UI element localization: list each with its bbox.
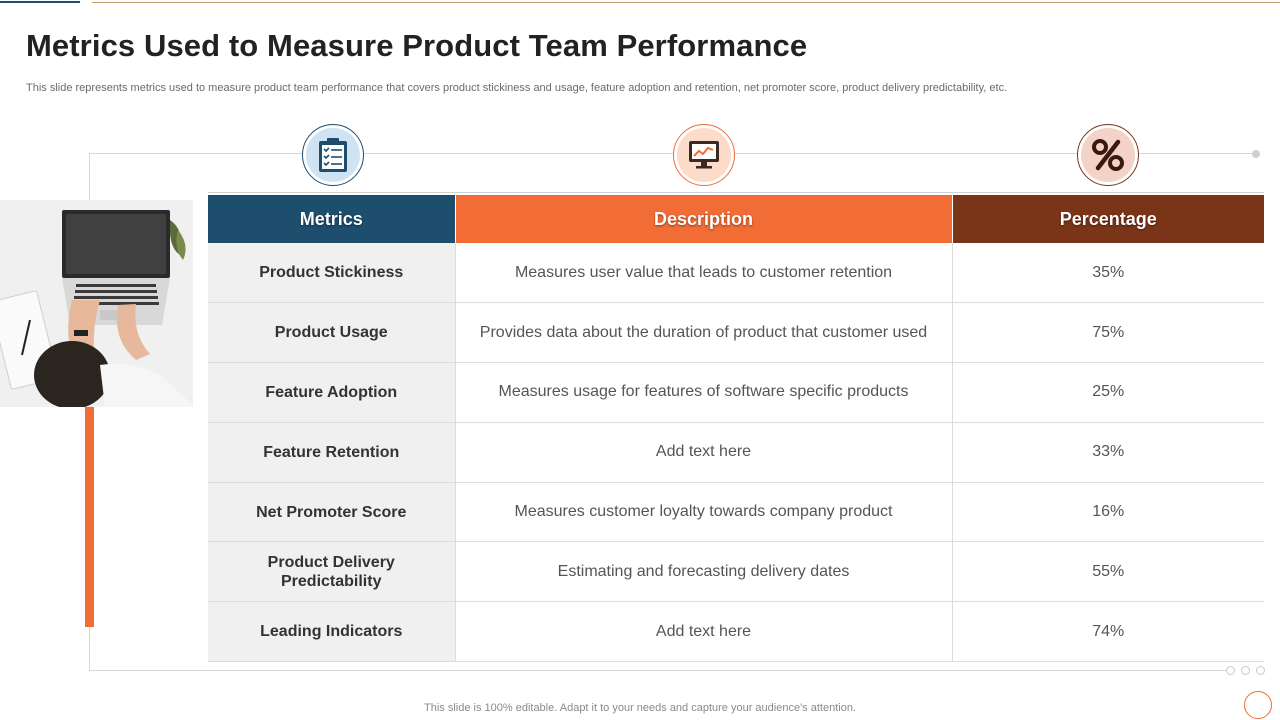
metric-cell: Net Promoter Score <box>208 482 455 543</box>
table-header-row: Metrics Description Percentage <box>208 195 1264 243</box>
description-icon-badge <box>673 124 735 186</box>
percent-icon <box>1092 139 1124 171</box>
table-row: Feature Adoption Measures usage for feat… <box>208 362 1264 423</box>
table-row: Product Stickiness Measures user value t… <box>208 243 1264 304</box>
corner-decoration-circle <box>1244 691 1272 719</box>
workspace-photo <box>0 200 193 407</box>
percentage-icon-badge <box>1077 124 1139 186</box>
metric-cell: Product Delivery Predictability <box>208 541 455 603</box>
percentage-cell: 33% <box>951 422 1264 483</box>
percentage-cell: 75% <box>951 302 1264 364</box>
header-metrics: Metrics <box>208 195 455 243</box>
top-divider-rule <box>92 2 1280 3</box>
table-row: Product Delivery Predictability Estimati… <box>208 541 1264 603</box>
table-row: Feature Retention Add text here 33% <box>208 422 1264 483</box>
pager-dot <box>1241 666 1250 675</box>
description-cell: Add text here <box>454 601 952 663</box>
top-accent-rule <box>0 1 80 3</box>
table-row: Leading Indicators Add text here 74% <box>208 601 1264 663</box>
percentage-cell: 55% <box>951 541 1264 603</box>
pager-dot <box>1226 666 1235 675</box>
table-row: Net Promoter Score Measures customer loy… <box>208 482 1264 543</box>
description-cell: Add text here <box>454 422 952 483</box>
metrics-icon-badge <box>302 124 364 186</box>
table-row: Product Usage Provides data about the du… <box>208 302 1264 364</box>
header-percentage: Percentage <box>951 195 1264 243</box>
slide-subtitle: This slide represents metrics used to me… <box>26 82 1008 94</box>
metrics-table: Metrics Description Percentage Product S… <box>208 195 1264 663</box>
orange-accent-bar <box>85 404 94 627</box>
frame-end-dot <box>1252 150 1260 158</box>
description-cell: Estimating and forecasting delivery date… <box>454 541 952 603</box>
metric-cell: Product Usage <box>208 302 455 364</box>
percentage-cell: 25% <box>951 362 1264 423</box>
table-top-rule <box>208 192 1264 193</box>
description-cell: Measures user value that leads to custom… <box>454 243 952 304</box>
percentage-cell: 35% <box>951 243 1264 304</box>
monitor-chart-icon <box>689 141 719 169</box>
metric-cell: Product Stickiness <box>208 243 455 304</box>
pager-dot <box>1256 666 1265 675</box>
laptop-workspace-image <box>0 200 193 407</box>
percentage-cell: 16% <box>951 482 1264 543</box>
slide-title: Metrics Used to Measure Product Team Per… <box>26 28 808 63</box>
slide-pager-dots <box>1226 666 1265 675</box>
metric-cell: Feature Retention <box>208 422 455 483</box>
footer-note: This slide is 100% editable. Adapt it to… <box>424 702 856 714</box>
percentage-cell: 74% <box>951 601 1264 663</box>
header-description: Description <box>454 195 952 243</box>
metric-cell: Feature Adoption <box>208 362 455 423</box>
description-cell: Measures customer loyalty towards compan… <box>454 482 952 543</box>
description-cell: Provides data about the duration of prod… <box>454 302 952 364</box>
clipboard-checklist-icon <box>319 138 347 172</box>
description-cell: Measures usage for features of software … <box>454 362 952 423</box>
metric-cell: Leading Indicators <box>208 601 455 663</box>
frame-line-bottom <box>89 670 1229 671</box>
frame-line-top <box>89 153 1256 154</box>
